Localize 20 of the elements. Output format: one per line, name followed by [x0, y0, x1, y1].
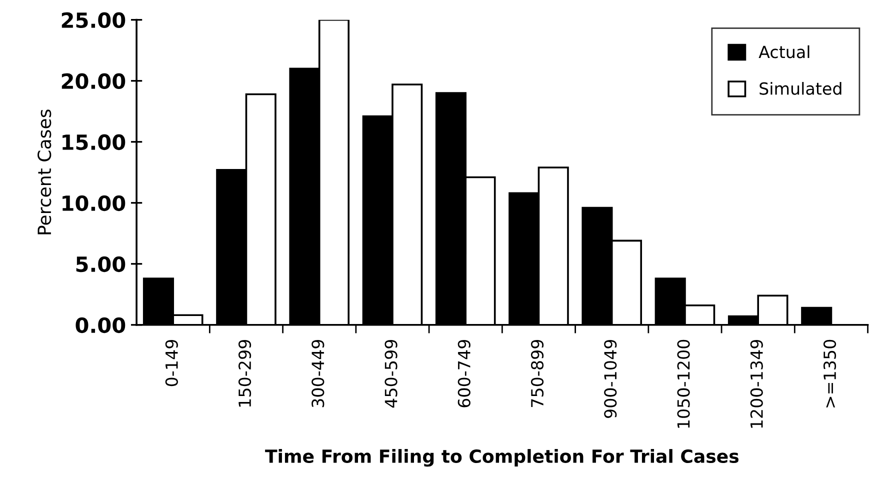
- x-tick-label: 1200-1349: [750, 340, 763, 428]
- y-tick-label: 25.00: [62, 12, 126, 28]
- y-tick-label: 20.00: [62, 73, 126, 90]
- x-tick-label: 1050-1200: [677, 340, 690, 428]
- x-axis-title: Time From Filing to Completion For Trial Cases: [265, 449, 739, 467]
- legend-label: Actual: [758, 45, 810, 58]
- x-tick-label: 600-749: [458, 340, 470, 408]
- x-tick-label: 300-449: [312, 340, 324, 408]
- y-axis-title: Percent Cases: [38, 110, 52, 234]
- x-tick-label: 450-599: [384, 340, 398, 408]
- x-tick-label: 900-1049: [604, 340, 617, 418]
- x-tick-label: 0-149: [165, 340, 178, 386]
- y-tick-label: 15.00: [62, 134, 126, 150]
- y-tick-label: 0.00: [76, 317, 126, 334]
- y-tick-label: 10.00: [62, 195, 126, 212]
- x-tick-label: 150-299: [238, 340, 252, 407]
- y-tick-label: 5.00: [76, 256, 126, 272]
- x-tick-label: >=1350: [823, 340, 836, 408]
- x-tick-label: 750-899: [530, 340, 544, 408]
- legend-label: Simulated: [760, 82, 842, 95]
